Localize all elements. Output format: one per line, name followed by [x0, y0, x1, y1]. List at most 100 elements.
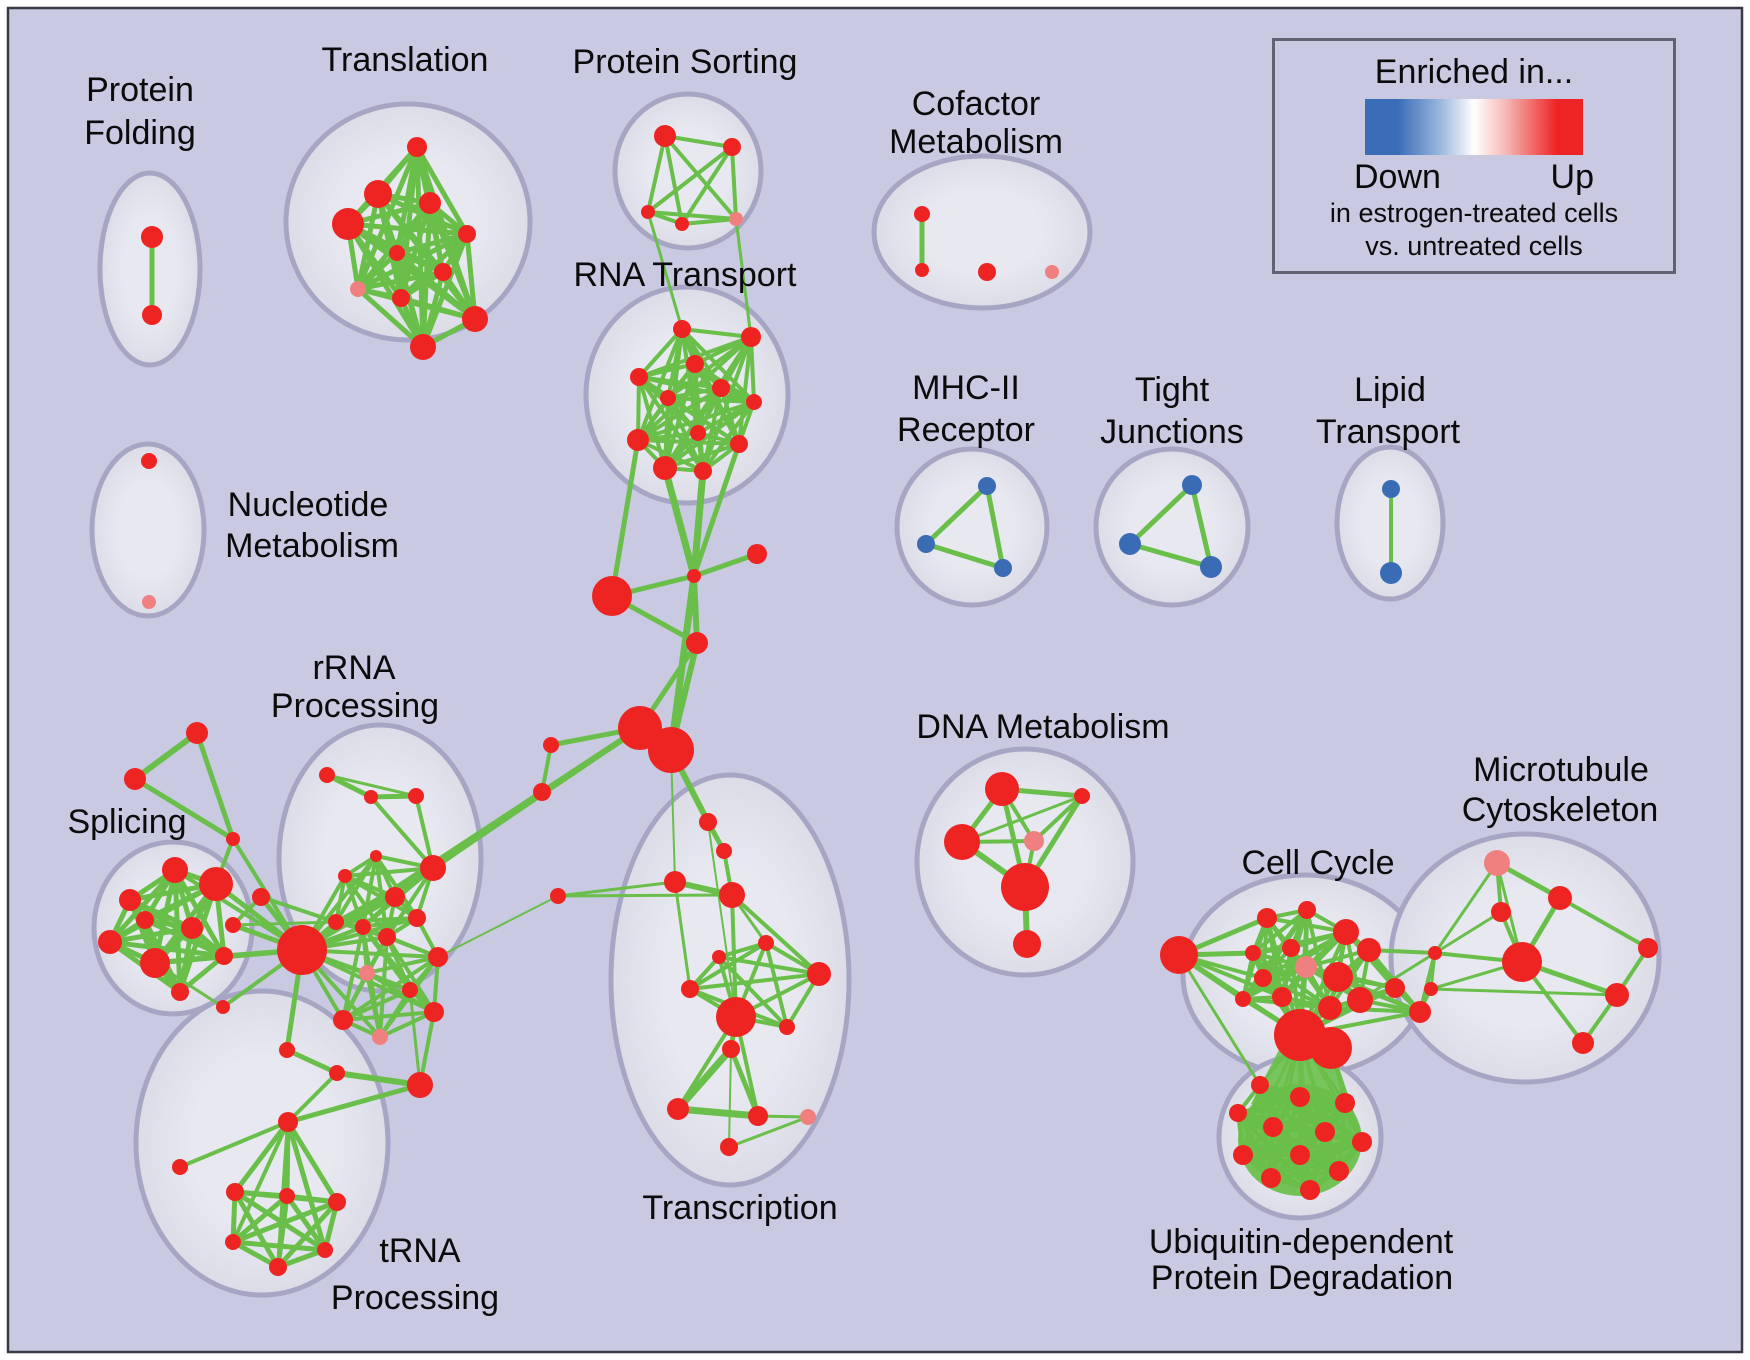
node-r5 — [370, 850, 382, 862]
node-d5 — [1001, 863, 1049, 911]
edge-rt12-J — [690, 470, 707, 577]
label-tight-2: Junctions — [1100, 413, 1244, 451]
legend-up-label: Up — [1550, 158, 1594, 196]
edge-tx15-tx14 — [728, 1115, 809, 1149]
edge-rt1-rt2 — [681, 327, 752, 339]
label-cofactor-2: Metabolism — [889, 123, 1063, 161]
node-t0 — [216, 1000, 230, 1014]
node-m5 — [1605, 983, 1629, 1007]
node-ps1 — [654, 125, 676, 147]
edge-r8-r10 — [260, 895, 337, 924]
node-c1 — [279, 1042, 295, 1058]
node-t7 — [434, 263, 452, 281]
edge-t4-t5 — [347, 221, 468, 237]
edge-br1-m3 — [1434, 910, 1502, 955]
edge-ps1-ps2 — [664, 134, 733, 149]
legend-caption-1: in estrogen-treated cells — [1329, 198, 1619, 228]
node-m2 — [1548, 886, 1572, 910]
node-r9 — [225, 917, 241, 933]
edge-t8-t11 — [356, 287, 425, 349]
edge-mh1-mh2 — [924, 484, 989, 546]
node-cc11 — [1235, 991, 1251, 1007]
label-microtubule-2: Cytoskeleton — [1462, 791, 1659, 829]
edge-t1-t5 — [414, 145, 470, 236]
edge-r11-r18 — [341, 926, 365, 1021]
node-tx14 — [800, 1109, 816, 1125]
node-s6 — [140, 948, 170, 978]
node-r10 — [328, 914, 344, 930]
label-ubiquitin-1: Ubiquitin-dependent — [1149, 1223, 1454, 1261]
edge-thub-th3 — [285, 1120, 340, 1204]
node-s7 — [181, 917, 203, 939]
node-m3 — [1491, 902, 1511, 922]
legend-caption-2: vs. untreated cells — [1365, 231, 1583, 261]
edge-cc2-cc5 — [1251, 908, 1309, 955]
edge-d2-d4 — [1032, 794, 1084, 843]
edge-c3-r16 — [408, 989, 422, 1086]
edge-th3-th4 — [232, 1199, 338, 1245]
node-r8 — [252, 888, 270, 906]
edge-r17-r18 — [342, 1010, 435, 1022]
edge-ps1-ps5 — [663, 134, 738, 221]
edge-rt3-rt4 — [638, 362, 696, 379]
node-th6 — [317, 1242, 333, 1258]
node-nm2 — [142, 595, 156, 609]
node-cc10 — [1272, 987, 1292, 1007]
node-thub — [278, 1112, 298, 1132]
node-ub3 — [1335, 1093, 1355, 1113]
node-mh1 — [978, 477, 996, 495]
edge-H-HubA — [300, 725, 642, 953]
label-trna-2: Processing — [331, 1279, 499, 1317]
label-translation: Translation — [322, 41, 489, 79]
node-rt6 — [660, 390, 676, 406]
edge-r2-r4 — [369, 795, 435, 870]
node-s8 — [215, 947, 233, 965]
node-r19 — [372, 1029, 388, 1045]
legend-down-label: Down — [1354, 158, 1441, 196]
node-tx15 — [720, 1138, 738, 1156]
label-dna-metabolism: DNA Metabolism — [916, 708, 1169, 746]
edge-ps1-ps3 — [646, 135, 667, 213]
node-tx4 — [719, 882, 745, 908]
node-ccL — [1160, 936, 1198, 974]
edge-c2-c3 — [336, 1070, 421, 1088]
node-M — [686, 632, 708, 654]
node-C — [226, 832, 240, 846]
edge-tx3-tx8 — [673, 881, 692, 990]
node-m6 — [1572, 1032, 1594, 1054]
label-cofactor-1: Cofactor — [912, 85, 1041, 123]
node-ps4 — [675, 217, 689, 231]
node-nm1 — [141, 453, 157, 469]
node-cc9 — [1254, 969, 1272, 987]
node-m7 — [1638, 938, 1658, 958]
node-tx2 — [716, 843, 732, 859]
node-q1 — [543, 737, 559, 753]
node-tx5 — [758, 935, 774, 951]
cluster-trna-processing — [133, 988, 391, 1298]
node-th1 — [226, 1183, 244, 1201]
edge-m2-m7 — [1559, 896, 1649, 950]
node-cf4 — [1045, 265, 1059, 279]
edge-t5-t10 — [464, 233, 478, 320]
node-r12 — [378, 928, 396, 946]
node-br1 — [1428, 946, 1442, 960]
node-t4 — [332, 208, 364, 240]
edge-rt7-rt12 — [701, 400, 756, 473]
edge-t7-t8 — [357, 269, 444, 292]
node-tx7 — [807, 962, 831, 986]
label-transcription: Transcription — [642, 1189, 837, 1227]
node-r18 — [333, 1010, 353, 1030]
edge-cc12-br1 — [1359, 951, 1436, 1002]
node-B — [124, 768, 146, 790]
node-r13 — [408, 909, 426, 927]
node-d2 — [1074, 788, 1090, 804]
label-mhc-2: Receptor — [897, 411, 1035, 449]
node-tx9 — [716, 997, 756, 1037]
node-pf2 — [142, 305, 162, 325]
node-cc15 — [1318, 996, 1342, 1020]
edge-rt4-rt7 — [638, 375, 755, 404]
edge-th1-th5 — [232, 1190, 281, 1269]
edge-r1-r3 — [326, 773, 417, 798]
node-tleft — [172, 1159, 188, 1175]
edge-tleft-thub — [179, 1120, 289, 1169]
